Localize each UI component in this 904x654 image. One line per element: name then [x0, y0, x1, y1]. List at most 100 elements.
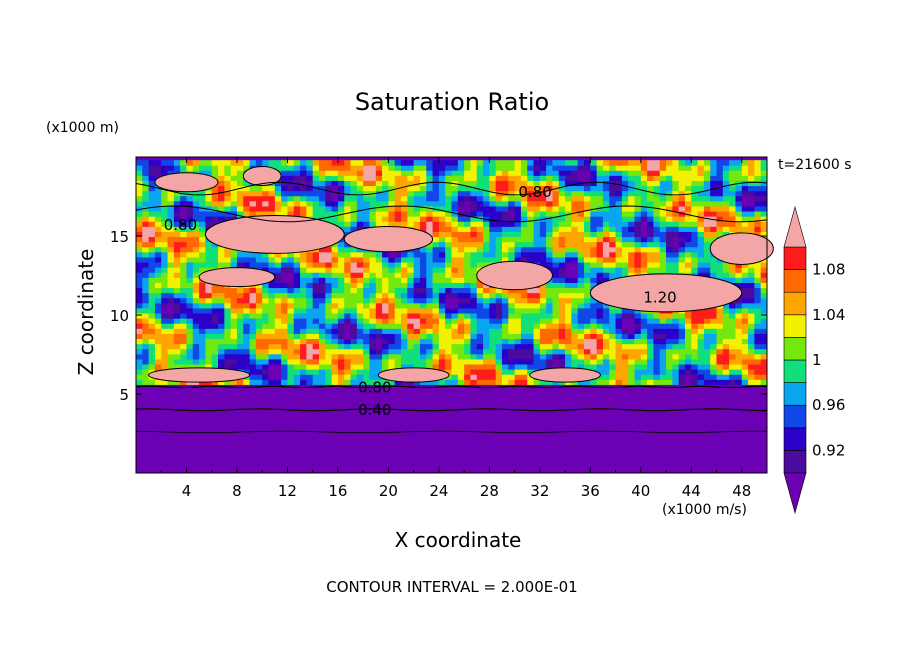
- field-cell: [236, 348, 244, 355]
- field-cell: [653, 200, 661, 207]
- field-cell: [596, 200, 604, 207]
- field-cell: [483, 364, 490, 370]
- field-cell: [464, 272, 471, 278]
- field-cell: [401, 251, 408, 258]
- field-cell: [243, 328, 250, 334]
- field-cell: [318, 282, 326, 289]
- field-cell: [142, 353, 150, 360]
- field-cell: [287, 251, 295, 258]
- field-cell: [508, 170, 515, 176]
- field-cell: [268, 185, 276, 192]
- field-cell: [640, 359, 648, 365]
- field-cell: [312, 343, 320, 350]
- field-cell: [350, 282, 358, 289]
- field-cell: [173, 206, 181, 212]
- field-cell: [489, 308, 497, 314]
- field-cell: [451, 221, 459, 227]
- field-cell: [274, 328, 282, 334]
- field-cell: [514, 236, 522, 243]
- field-cell: [735, 282, 743, 289]
- field-cell: [350, 318, 358, 324]
- field-cell: [464, 292, 471, 299]
- field-cell: [344, 282, 351, 289]
- field-cell: [249, 318, 257, 324]
- field-cell: [407, 313, 415, 319]
- field-cell: [142, 338, 150, 345]
- field-cell: [375, 262, 383, 268]
- field-cell: [312, 333, 320, 340]
- field-cell: [729, 272, 736, 278]
- field-cell: [546, 246, 553, 253]
- field-cell: [457, 180, 465, 187]
- field-cell: [571, 353, 579, 360]
- field-cell: [514, 180, 522, 187]
- field-cell: [211, 333, 219, 340]
- field-cell: [325, 282, 333, 289]
- field-cell: [236, 200, 244, 207]
- field-cell: [691, 195, 698, 202]
- field-cell: [539, 333, 547, 340]
- field-cell: [180, 231, 187, 238]
- field-cell: [148, 206, 156, 212]
- field-cell: [199, 160, 206, 166]
- field-cell: [760, 343, 768, 350]
- field-cell: [243, 369, 250, 375]
- field-cell: [577, 185, 585, 192]
- field-cell: [495, 318, 503, 324]
- field-cell: [262, 318, 269, 324]
- field-cell: [236, 338, 244, 345]
- field-cell: [514, 348, 522, 355]
- field-cell: [684, 353, 692, 360]
- field-cell: [596, 206, 604, 212]
- field-cell: [394, 328, 402, 334]
- colorbar-label: 1.08: [812, 261, 845, 279]
- field-cell: [647, 364, 654, 370]
- field-cell: [306, 287, 314, 294]
- field-cell: [571, 257, 579, 263]
- field-cell: [691, 338, 698, 345]
- field-cell: [602, 277, 610, 283]
- field-cell: [659, 374, 667, 380]
- field-cell: [337, 267, 345, 273]
- field-cell: [483, 287, 490, 294]
- field-cell: [489, 175, 497, 181]
- field-cell: [356, 277, 364, 283]
- field-cell: [419, 267, 427, 273]
- field-cell: [596, 246, 604, 253]
- field-cell: [584, 216, 591, 222]
- field-cell: [527, 236, 534, 243]
- field-cell: [621, 313, 629, 319]
- field-cell: [356, 302, 364, 309]
- field-cell: [533, 190, 541, 197]
- field-cell: [476, 262, 484, 268]
- field-cell: [375, 364, 383, 370]
- field-cell: [318, 160, 326, 166]
- field-cell: [659, 364, 667, 370]
- field-cell: [161, 348, 168, 355]
- field-cell: [438, 338, 446, 345]
- field-cell: [136, 241, 143, 248]
- field-cell: [401, 211, 408, 217]
- field-cell: [659, 226, 667, 232]
- field-cell: [722, 231, 730, 238]
- field-cell: [306, 343, 314, 350]
- field-cell: [653, 364, 661, 370]
- field-cell: [464, 180, 471, 187]
- contour-label: 0.80: [164, 216, 197, 234]
- field-cell: [483, 221, 490, 227]
- field-cell: [224, 292, 232, 299]
- field-cell: [394, 257, 402, 263]
- field-cell: [615, 343, 623, 350]
- field-cell: [489, 160, 497, 166]
- field-cell: [489, 328, 497, 334]
- field-cell: [684, 318, 692, 324]
- field-cell: [432, 338, 440, 345]
- field-cell: [672, 185, 680, 192]
- field-cell: [236, 180, 244, 187]
- field-cell: [539, 251, 547, 258]
- field-cell: [350, 374, 358, 380]
- field-cell: [615, 262, 623, 268]
- field-cell: [691, 318, 698, 324]
- field-cell: [729, 338, 736, 345]
- field-cell: [483, 241, 490, 248]
